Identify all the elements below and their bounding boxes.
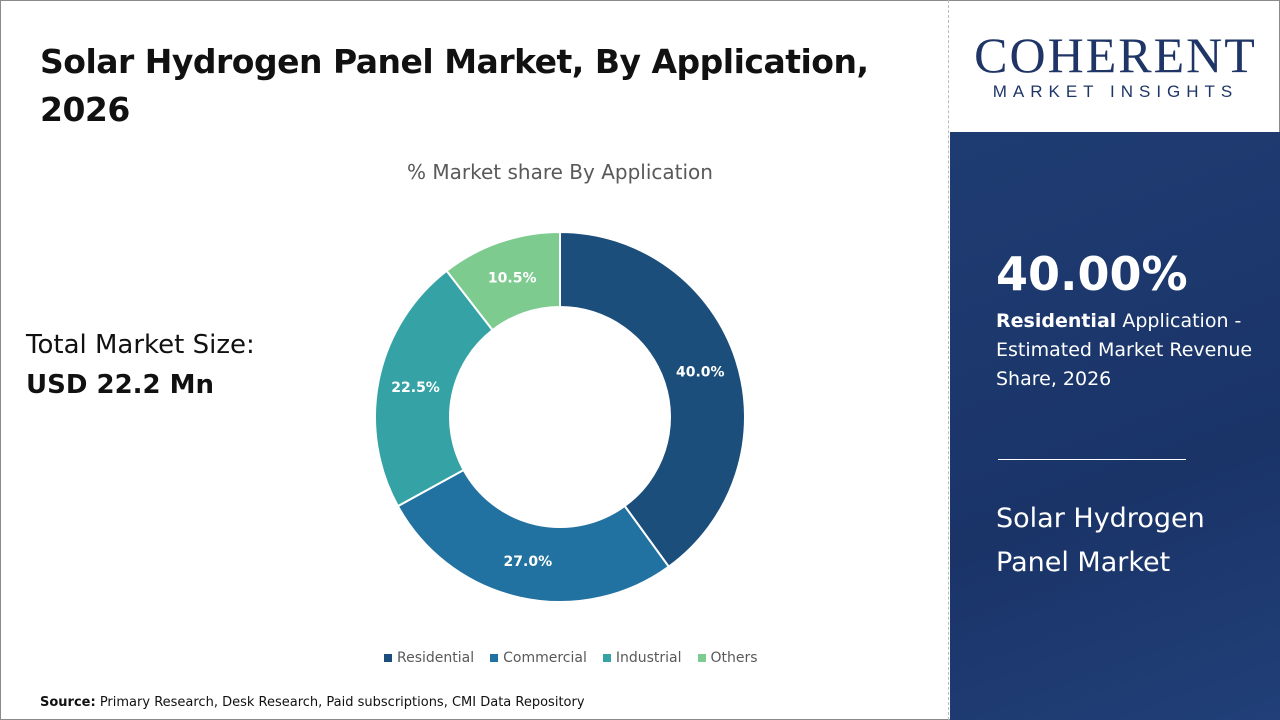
data-label-commercial: 27.0% — [504, 554, 553, 570]
legend-label: Commercial — [503, 650, 587, 666]
source-text: Primary Research, Desk Research, Paid su… — [95, 695, 585, 710]
slice-others — [445, 230, 561, 332]
legend-item-residential: Residential — [384, 650, 474, 666]
slice-residential — [559, 230, 746, 569]
chart-legend: Residential Commercial Industrial Others — [384, 650, 758, 666]
highlight-segment: Residential — [996, 310, 1117, 332]
highlight-panel: 40.00% Residential Application - Estimat… — [950, 132, 1280, 720]
legend-swatch — [697, 654, 706, 662]
source-note: Source: Primary Research, Desk Research,… — [40, 695, 585, 710]
legend-item-others: Others — [697, 650, 758, 666]
slice-industrial — [374, 269, 494, 508]
logo-wordmark: COHERENT — [974, 27, 1257, 83]
legend-label: Residential — [397, 650, 475, 666]
legend-label: Industrial — [615, 650, 682, 666]
donut-chart: 40.0% 27.0% 22.5% 10.5% — [374, 230, 746, 603]
page-title: Solar Hydrogen Panel Market, By Applicat… — [40, 42, 869, 129]
logo-tagline: MARKET INSIGHTS — [992, 82, 1239, 101]
legend-item-industrial: Industrial — [602, 650, 682, 666]
legend-swatch — [602, 654, 611, 662]
total-market-size: Total Market Size: USD 22.2 Mn — [26, 325, 255, 405]
legend-swatch — [384, 654, 392, 662]
divider — [948, 0, 950, 720]
total-value: USD 22.2 Mn — [26, 370, 215, 400]
highlight-description: Residential Application - Estimated Mark… — [996, 307, 1256, 394]
highlight-text: Application - Estimated Market Revenue S… — [996, 310, 1253, 390]
highlight-percent: 40.00% — [996, 247, 1188, 301]
data-label-others: 10.5% — [488, 270, 537, 286]
legend-label: Others — [710, 650, 758, 666]
market-name: Solar Hydrogen Panel Market — [996, 503, 1205, 578]
data-label-residential: 40.0% — [676, 364, 725, 380]
total-label: Total Market Size: — [26, 330, 255, 360]
legend-swatch — [490, 654, 499, 662]
panel-divider — [998, 459, 1186, 460]
source-label: Source: — [40, 695, 96, 710]
data-label-industrial: 22.5% — [391, 380, 440, 396]
slice-commercial — [396, 468, 671, 603]
company-logo: COHERENT MARKET INSIGHTS — [968, 30, 1263, 102]
chart-title: % Market share By Application — [407, 160, 713, 184]
legend-item-commercial: Commercial — [490, 650, 587, 666]
